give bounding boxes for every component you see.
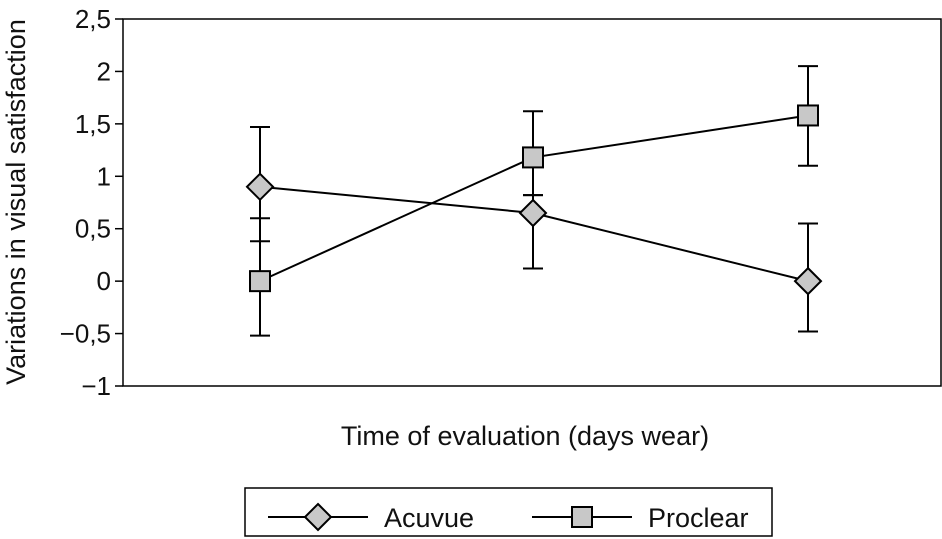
y-axis-label: Variations in visual satisfaction — [1, 19, 31, 385]
y-tick-label: 1,5 — [75, 109, 111, 139]
legend-label-proclear: Proclear — [648, 503, 749, 533]
series-markers — [245, 104, 823, 296]
legend: Acuvue Proclear — [244, 487, 773, 537]
y-tick-label: 1 — [97, 161, 111, 191]
data-point-proclear — [522, 146, 544, 169]
data-point-acuvue — [245, 172, 275, 202]
y-axis: −1 −0,5 0 0,5 1 1,5 2 2,5 — [60, 4, 123, 401]
y-tick-label: 0 — [97, 266, 111, 296]
y-tick-label: −1 — [81, 371, 111, 401]
data-point-proclear — [797, 104, 819, 127]
legend-marker-acuvue — [303, 502, 333, 532]
legend-label-acuvue: Acuvue — [384, 503, 474, 533]
y-tick-label: −0,5 — [60, 319, 111, 349]
y-tick-label: 2,5 — [75, 4, 111, 34]
plot-area — [122, 18, 942, 387]
legend-items: Acuvue Proclear — [268, 502, 749, 533]
legend-box — [244, 487, 773, 537]
data-point-acuvue — [793, 266, 823, 296]
y-tick-label: 2 — [97, 56, 111, 86]
legend-marker-proclear — [571, 506, 593, 528]
x-axis-label: Time of evaluation (days wear) — [341, 421, 709, 451]
y-tick-label: 0,5 — [75, 214, 111, 244]
data-point-acuvue — [518, 198, 548, 228]
data-point-proclear — [249, 270, 271, 293]
